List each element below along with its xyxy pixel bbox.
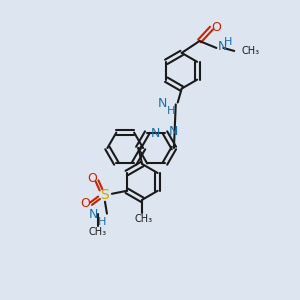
- Text: N: N: [89, 208, 98, 221]
- Text: O: O: [80, 197, 90, 210]
- Text: S: S: [100, 188, 109, 202]
- Text: N: N: [151, 127, 160, 140]
- Text: H: H: [167, 106, 175, 116]
- Text: N: N: [158, 97, 167, 110]
- Text: H: H: [224, 37, 233, 47]
- Text: H: H: [98, 217, 106, 226]
- Text: O: O: [87, 172, 97, 185]
- Text: N: N: [218, 40, 227, 53]
- Text: N: N: [169, 125, 178, 138]
- Text: CH₃: CH₃: [241, 46, 259, 56]
- Text: CH₃: CH₃: [134, 214, 152, 224]
- Text: O: O: [212, 21, 221, 34]
- Text: CH₃: CH₃: [89, 227, 107, 237]
